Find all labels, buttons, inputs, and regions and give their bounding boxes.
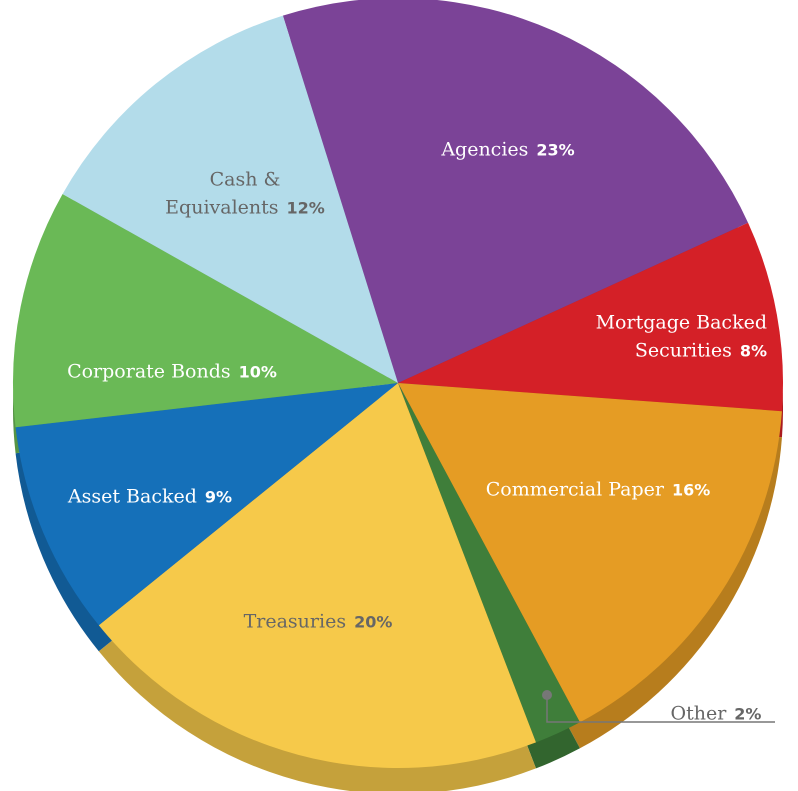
value-label: 9% xyxy=(204,487,233,507)
slice xyxy=(398,383,782,723)
value-label: 2% xyxy=(734,704,762,724)
leader-line xyxy=(546,695,775,723)
category-label: Asset Backed xyxy=(67,485,197,508)
category-label: Agencies xyxy=(441,138,529,161)
slice-label: Commercial Paper 16% xyxy=(448,476,748,505)
value-label: 16% xyxy=(671,480,711,500)
slice-label: Agencies 23% xyxy=(378,136,638,165)
category-label: Cash & Equivalents xyxy=(165,168,281,219)
category-label: Treasuries xyxy=(243,610,347,633)
category-label: Other xyxy=(670,702,727,725)
slice-label: Cash & Equivalents 12% xyxy=(160,166,330,223)
slice xyxy=(62,15,399,384)
slice xyxy=(13,194,399,428)
slice xyxy=(398,222,783,412)
value-label: 23% xyxy=(536,140,575,160)
slice xyxy=(98,383,536,768)
value-label: 12% xyxy=(286,198,325,218)
slice xyxy=(15,383,399,626)
slice-label: Mortgage Backed Securities 8% xyxy=(557,309,767,366)
slice-label: Asset Backed 9% xyxy=(40,483,260,512)
slice xyxy=(282,0,749,383)
value-label: 8% xyxy=(739,341,767,361)
value-label: 10% xyxy=(238,362,277,382)
category-label: Mortgage Backed Securities xyxy=(595,311,767,362)
pie-tops xyxy=(13,0,783,768)
slice-label: Treasuries 20% xyxy=(208,608,428,637)
slice-label: Corporate Bonds 10% xyxy=(32,358,312,387)
category-label: Corporate Bonds xyxy=(67,360,231,383)
slice-label: Other 2% xyxy=(646,700,786,729)
slice xyxy=(398,383,580,743)
value-label: 20% xyxy=(354,612,393,632)
category-label: Commercial Paper xyxy=(485,478,664,501)
